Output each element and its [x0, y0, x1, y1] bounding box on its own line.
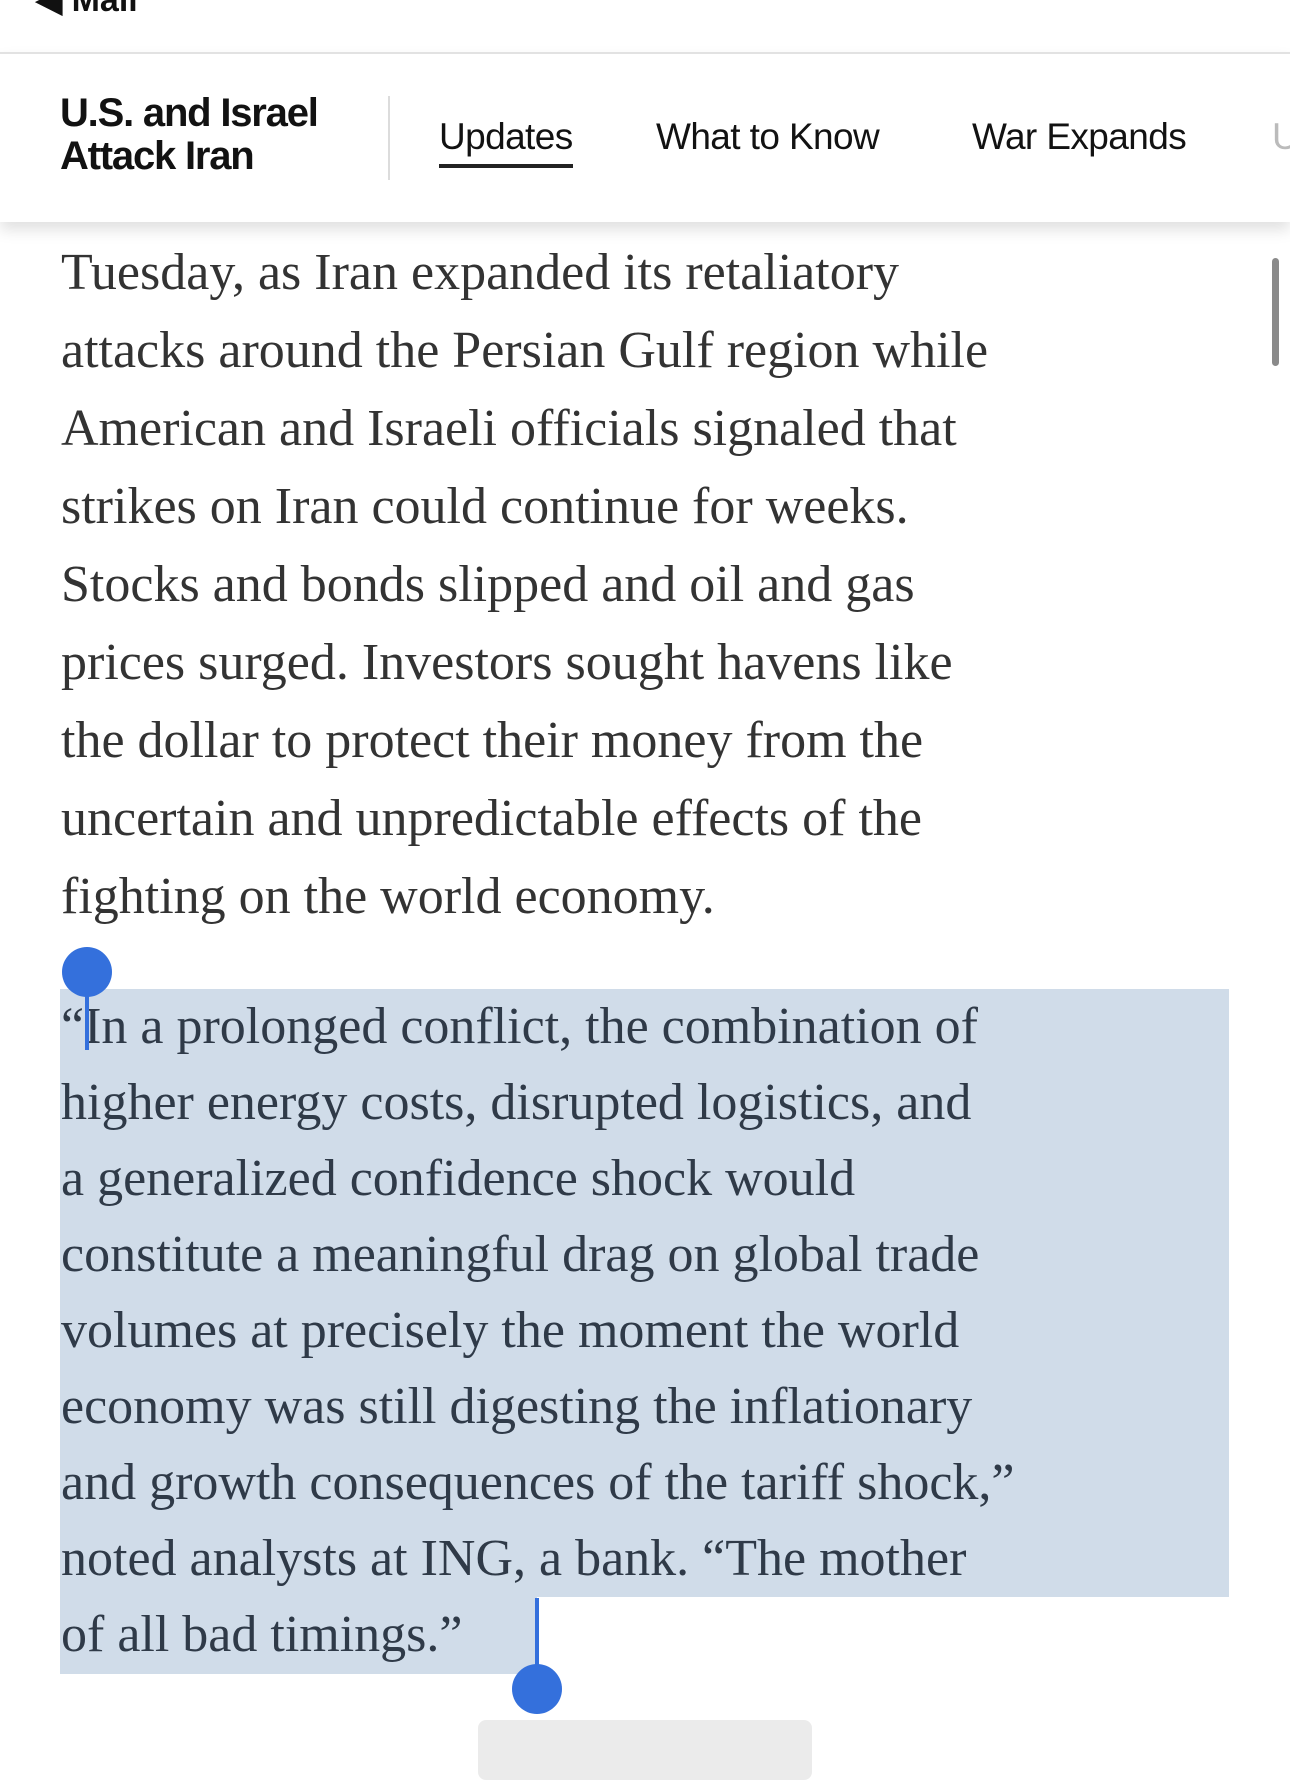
text-line: noted analysts at ING, a bank. “The moth…	[61, 1530, 967, 1587]
text-line: volumes at precisely the moment the worl…	[61, 1302, 960, 1359]
selection-highlight	[60, 989, 1229, 1597]
tab-updates[interactable]: Updates	[439, 116, 573, 168]
text-line: higher energy costs, disrupted logistics…	[61, 1074, 972, 1131]
section-nav-bar: U.S. and Israel Attack Iran Updates What…	[0, 52, 1290, 222]
text-line: constitute a meaningful drag on global t…	[61, 1226, 980, 1283]
status-bar: ◀ Mail	[0, 0, 1290, 52]
title-line: Attack Iran	[60, 134, 255, 178]
placeholder-block	[478, 1720, 812, 1780]
text-line: of all bad timings.”	[61, 1606, 463, 1663]
selection-start-caret	[85, 985, 89, 1050]
text-line: Tuesday, as Iran expanded its retaliator…	[61, 244, 900, 301]
text-line: uncertain and unpredictable effects of t…	[61, 790, 922, 847]
text-line: American and Israeli officials signaled …	[61, 400, 957, 457]
section-title[interactable]: U.S. and Israel Attack Iran	[60, 91, 319, 178]
text-line: the dollar to protect their money from t…	[61, 712, 924, 769]
back-to-mail-link[interactable]: ◀ Mail	[36, 0, 138, 19]
text-line: strikes on Iran could continue for weeks…	[61, 478, 909, 535]
selection-end-handle[interactable]	[512, 1664, 562, 1714]
tab-more[interactable]: U	[1272, 116, 1290, 157]
selection-highlight	[60, 1597, 537, 1674]
selection-end-caret	[535, 1598, 539, 1676]
text-line: “In a prolonged conflict, the combinatio…	[61, 998, 978, 1055]
tab-war-expands[interactable]: War Expands	[972, 116, 1187, 157]
title-line: U.S. and Israel	[60, 91, 319, 135]
article-paragraph-selected[interactable]: “In a prolonged conflict, the combinatio…	[61, 989, 1015, 1673]
text-line: a generalized confidence shock would	[61, 1150, 856, 1207]
scrollbar[interactable]	[1272, 258, 1279, 366]
text-line: fighting on the world economy.	[61, 868, 715, 925]
divider	[388, 96, 390, 180]
text-line: and growth consequences of the tariff sh…	[61, 1454, 1015, 1511]
article-paragraph: Tuesday, as Iran expanded its retaliator…	[61, 234, 988, 936]
tab-what-to-know[interactable]: What to Know	[656, 116, 880, 157]
text-line: prices surged. Investors sought havens l…	[61, 634, 953, 691]
text-line: attacks around the Persian Gulf region w…	[61, 322, 989, 379]
text-line: Stocks and bonds slipped and oil and gas	[61, 556, 915, 613]
text-line: economy was still digesting the inflatio…	[61, 1378, 973, 1435]
